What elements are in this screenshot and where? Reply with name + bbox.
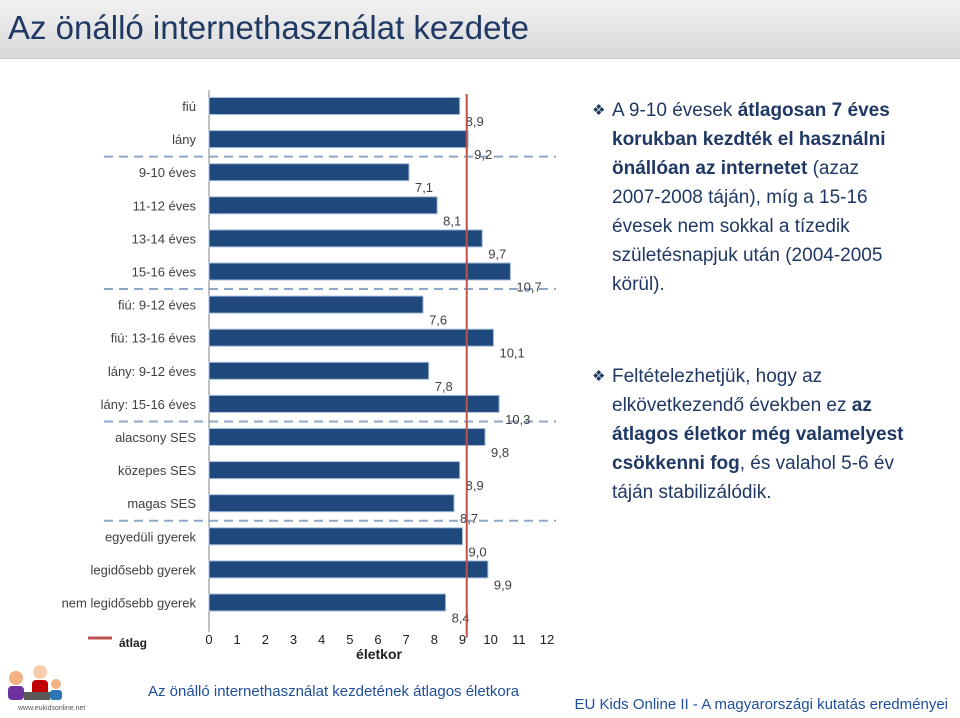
category-label: legidősebb gyerek	[90, 562, 196, 577]
category-label: lány: 9-12 éves	[108, 364, 197, 379]
category-label: lány	[172, 132, 196, 147]
category-label: 11-12 éves	[133, 198, 197, 213]
value-label: 8,9	[466, 114, 484, 129]
category-label: közepes SES	[118, 463, 196, 478]
footer-text: EU Kids Online II - A magyarországi kuta…	[574, 696, 948, 713]
bar	[208, 361, 430, 380]
bar	[208, 394, 500, 413]
bullet-run: A 9-10 évesek	[612, 100, 738, 121]
x-tick-label: 6	[374, 632, 381, 647]
x-tick-label: 1	[234, 632, 241, 647]
bar	[208, 593, 447, 612]
value-label: 7,6	[429, 313, 447, 328]
bar	[208, 428, 486, 446]
value-label: 9,7	[488, 246, 506, 261]
bar	[208, 262, 511, 281]
value-label: 9,2	[474, 147, 492, 162]
x-tick-label: 12	[540, 632, 554, 647]
diamond-bullet-icon: ❖	[592, 102, 606, 119]
chart-caption: Az önálló internethasználat kezdetének á…	[148, 683, 520, 700]
bar	[208, 560, 489, 579]
x-tick-label: 10	[483, 632, 497, 647]
x-tick-label: 5	[346, 632, 353, 647]
bar	[208, 163, 410, 182]
value-label: 7,8	[435, 379, 453, 394]
title-bar: Az önálló internethasználat kezdete	[0, 0, 960, 59]
bar	[208, 196, 438, 215]
category-label: 15-16 éves	[132, 265, 197, 280]
x-tick-label: 9	[459, 632, 466, 647]
category-label: fiú: 13-16 éves	[111, 331, 197, 346]
bullet-1: ❖ A 9-10 évesek átlagosan 7 éves korukba…	[592, 96, 912, 299]
value-label: 9,8	[491, 445, 509, 460]
page-title: Az önálló internethasználat kezdete	[8, 9, 530, 46]
logo-url: www.eukidsonline.net	[18, 705, 86, 712]
category-label: 9-10 éves	[139, 165, 197, 180]
category-label: alacsony SES	[115, 430, 196, 445]
bullet-1-text: A 9-10 évesek átlagosan 7 éves korukban …	[612, 100, 890, 295]
x-tick-label: 11	[512, 632, 526, 647]
bar	[208, 328, 494, 347]
bar	[208, 97, 461, 115]
bar	[208, 295, 424, 314]
x-axis-title: életkor	[356, 646, 402, 662]
bullet-run: , és valahol 5-6 év táján stabilizálódik…	[612, 453, 894, 503]
value-label: 10,3	[505, 412, 530, 427]
legend-label: átlag	[119, 636, 147, 650]
bar	[208, 229, 483, 248]
bullet-run: az átlagos életkor még valamelyest csökk…	[612, 395, 904, 474]
x-tick-label: 7	[403, 632, 410, 647]
value-label: 8,7	[460, 511, 478, 526]
value-label: 9,9	[494, 577, 512, 592]
bullet-run: átlagosan 7 éves korukban kezdték el has…	[612, 100, 890, 179]
category-label: egyedüli gyerek	[105, 529, 197, 544]
x-tick-label: 8	[431, 632, 438, 647]
bar	[208, 494, 455, 513]
value-label: 7,1	[415, 180, 433, 195]
x-tick-label: 0	[205, 632, 212, 647]
bullet-run: Feltételezhetjük, hogy az elkövetkezendő…	[612, 366, 852, 416]
value-label: 9,0	[469, 544, 487, 559]
value-label: 10,7	[516, 280, 541, 295]
category-label: 13-14 éves	[132, 231, 197, 246]
x-tick-label: 2	[262, 632, 269, 647]
bullet-2: ❖ Feltételezhetjük, hogy az elkövetkezen…	[592, 362, 912, 507]
x-tick-label: 3	[290, 632, 297, 647]
bar	[208, 461, 461, 480]
category-label: magas SES	[127, 496, 196, 511]
category-label: lány: 15-16 éves	[101, 397, 197, 412]
value-label: 10,1	[499, 346, 524, 361]
category-label: fiú: 9-12 éves	[118, 298, 197, 313]
category-label: fiú	[182, 99, 196, 114]
x-tick-label: 4	[318, 632, 325, 647]
bar	[208, 527, 463, 546]
diamond-bullet-icon: ❖	[592, 368, 606, 385]
value-label: 8,4	[452, 611, 470, 626]
bullet-2-text: Feltételezhetjük, hogy az elkövetkezendő…	[612, 366, 903, 503]
category-label: nem legidősebb gyerek	[62, 596, 197, 611]
bar	[208, 130, 469, 149]
eu-kids-online-logo	[8, 665, 62, 700]
value-label: 8,1	[443, 213, 461, 228]
value-label: 8,9	[466, 478, 484, 493]
bullet-run: (azaz 2007-2008 táján), míg a 15-16 éves…	[612, 158, 883, 295]
